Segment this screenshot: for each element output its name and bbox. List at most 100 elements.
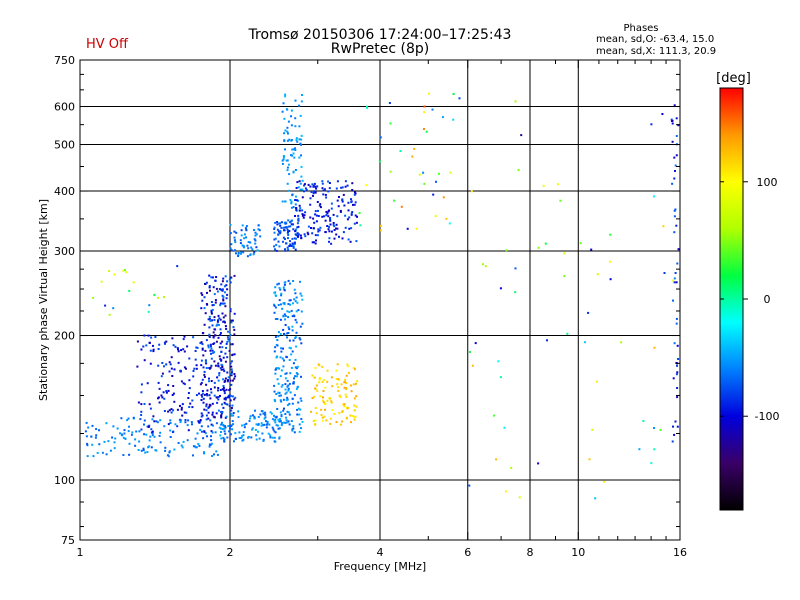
data-point [284, 238, 286, 240]
data-point [275, 249, 278, 252]
data-point [355, 240, 358, 243]
data-point [663, 272, 666, 274]
data-point [215, 340, 218, 343]
data-point [277, 233, 280, 236]
data-point [107, 440, 110, 443]
data-point [322, 396, 324, 399]
data-point [341, 186, 344, 189]
data-point [206, 303, 209, 306]
data-point [259, 413, 262, 416]
data-point [319, 226, 322, 229]
data-point [201, 347, 204, 350]
data-point [220, 437, 223, 440]
data-point [218, 288, 221, 291]
data-point [468, 484, 471, 487]
data-point [299, 292, 302, 295]
data-point [195, 346, 198, 349]
data-point [219, 389, 222, 391]
data-point [673, 177, 676, 180]
data-point [180, 408, 183, 411]
data-point [277, 382, 280, 385]
data-point [329, 397, 332, 400]
data-point [287, 120, 290, 123]
data-point [346, 218, 349, 221]
data-point [312, 185, 315, 188]
colorbar-label: [deg] [716, 71, 751, 86]
data-point [186, 345, 189, 348]
data-point [332, 223, 335, 226]
data-point [300, 399, 303, 402]
data-point [286, 385, 289, 388]
data-point [336, 227, 339, 230]
data-point [333, 225, 336, 228]
data-point [293, 377, 295, 380]
data-point [280, 347, 283, 350]
data-point [306, 231, 309, 234]
data-point [380, 224, 382, 227]
data-point [152, 348, 155, 351]
data-point [233, 236, 236, 239]
data-point [290, 109, 293, 112]
data-point [182, 338, 185, 341]
data-point [291, 397, 294, 400]
data-point [227, 396, 229, 399]
phases-heading: Phases [623, 23, 659, 34]
data-point [153, 293, 156, 296]
data-point [226, 280, 229, 283]
data-point [200, 381, 203, 384]
data-point [291, 193, 294, 196]
data-point [284, 200, 287, 203]
data-point [233, 328, 236, 331]
y-tick-label: 75 [61, 534, 75, 547]
data-point [293, 237, 296, 240]
data-point [330, 207, 333, 210]
data-point [151, 430, 154, 433]
data-point [113, 273, 116, 276]
data-point [307, 225, 310, 228]
data-point [150, 336, 153, 339]
data-point [264, 416, 267, 419]
data-point [325, 210, 328, 213]
data-point [172, 409, 175, 412]
data-point [300, 175, 303, 178]
data-point [200, 412, 203, 415]
data-point [196, 346, 199, 349]
data-point [209, 319, 212, 322]
data-point [339, 209, 342, 212]
data-point [293, 241, 296, 244]
data-point [228, 404, 231, 407]
data-point [223, 430, 226, 433]
data-point [520, 134, 523, 137]
data-point [159, 441, 162, 444]
data-point [291, 350, 294, 353]
data-point [200, 307, 203, 310]
data-point [263, 417, 266, 420]
data-point [120, 433, 123, 436]
data-point [294, 318, 297, 321]
data-point [224, 321, 226, 324]
data-point [673, 433, 676, 436]
data-point [282, 409, 285, 412]
data-point [204, 359, 207, 362]
data-point [276, 223, 279, 226]
data-point [230, 409, 233, 412]
data-point [276, 378, 279, 381]
data-point [237, 410, 240, 413]
data-point [289, 221, 292, 224]
data-point [286, 108, 289, 111]
data-point [338, 235, 340, 238]
data-point [273, 304, 276, 307]
data-point [100, 280, 103, 283]
data-point [165, 363, 168, 366]
data-point [338, 412, 341, 415]
data-point [286, 336, 288, 339]
data-point [92, 455, 95, 458]
data-point [211, 402, 214, 405]
data-point [294, 147, 296, 150]
data-point [213, 453, 215, 456]
data-point [222, 299, 225, 302]
data-point [277, 230, 280, 233]
data-point [327, 228, 330, 231]
data-point [221, 294, 224, 297]
